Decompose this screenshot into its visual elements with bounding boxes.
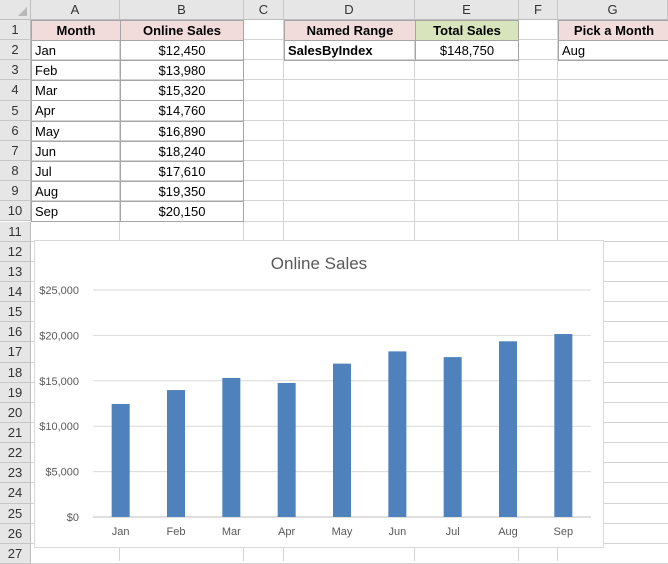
x-tick-label: Jun <box>388 526 406 538</box>
row-header-15[interactable]: 15 <box>0 302 31 323</box>
row-gridline <box>31 79 668 81</box>
chart-title: Online Sales <box>271 254 367 273</box>
row-gridline <box>31 180 668 182</box>
row-header-8[interactable]: 8 <box>0 161 31 182</box>
row-header-16[interactable]: 16 <box>0 322 31 343</box>
month-cell[interactable]: Jul <box>31 160 121 183</box>
row-header-12[interactable]: 12 <box>0 241 31 262</box>
row-header-7[interactable]: 7 <box>0 140 31 162</box>
month-cell[interactable]: Mar <box>31 80 121 102</box>
month-cell[interactable]: Sep <box>31 201 121 223</box>
y-tick-label: $10,000 <box>39 421 79 433</box>
total-sales-cell[interactable]: $148,750 <box>415 40 519 61</box>
online-sales-cell[interactable]: $17,610 <box>120 160 244 183</box>
column-header-a[interactable]: A <box>31 0 120 20</box>
bar-aug[interactable] <box>499 341 517 517</box>
row-header-23[interactable]: 23 <box>0 463 31 484</box>
row-header-25[interactable]: 25 <box>0 503 31 524</box>
x-tick-label: Apr <box>278 526 295 538</box>
row-header-5[interactable]: 5 <box>0 100 31 121</box>
month-cell[interactable]: May <box>31 120 121 142</box>
row-header-19[interactable]: 19 <box>0 382 31 403</box>
online-sales-cell[interactable]: $16,890 <box>120 120 244 142</box>
y-tick-label: $20,000 <box>39 330 79 342</box>
bar-may[interactable] <box>333 363 351 517</box>
month-cell[interactable]: Jan <box>31 40 121 62</box>
bar-apr[interactable] <box>277 382 296 517</box>
column-header-g[interactable]: G <box>558 0 668 20</box>
month-cell[interactable]: Feb <box>31 60 121 82</box>
row-header-22[interactable]: 22 <box>0 443 31 464</box>
online-sales-cell[interactable]: $19,350 <box>120 181 244 203</box>
month-cell[interactable]: Apr <box>31 100 121 122</box>
select-all-corner[interactable] <box>0 0 31 20</box>
online-sales-cell[interactable]: $20,150 <box>120 201 244 223</box>
row-header-1[interactable]: 1 <box>0 20 31 41</box>
bar-jul[interactable] <box>443 357 462 517</box>
row-header-26[interactable]: 26 <box>0 523 31 544</box>
row-header-11[interactable]: 11 <box>0 221 31 242</box>
x-tick-label: Mar <box>222 526 241 538</box>
online-sales-cell[interactable]: $18,240 <box>120 140 244 162</box>
column-header-e[interactable]: E <box>415 0 519 20</box>
x-tick-label: Aug <box>498 526 518 538</box>
y-tick-label: $25,000 <box>39 285 79 297</box>
column-header-c[interactable]: C <box>244 0 284 20</box>
column-header-d[interactable]: D <box>284 0 415 20</box>
bar-jun[interactable] <box>388 351 407 517</box>
row-header-3[interactable]: 3 <box>0 60 31 81</box>
x-tick-label: Sep <box>554 526 574 538</box>
x-tick-label: Jan <box>112 526 130 538</box>
named-range-name-cell[interactable]: SalesByIndex <box>284 40 416 61</box>
row-header-24[interactable]: 24 <box>0 483 31 504</box>
header-month[interactable]: Month <box>31 20 121 41</box>
row-gridline <box>31 99 668 101</box>
month-cell[interactable]: Jun <box>31 140 121 162</box>
row-header-21[interactable]: 21 <box>0 423 31 444</box>
bar-feb[interactable] <box>167 390 185 517</box>
row-header-9[interactable]: 9 <box>0 181 31 202</box>
pick-month-cell[interactable]: Aug <box>558 40 668 61</box>
x-tick-label: Feb <box>167 526 186 538</box>
row-header-4[interactable]: 4 <box>0 80 31 101</box>
row-header-10[interactable]: 10 <box>0 201 31 222</box>
row-header-14[interactable]: 14 <box>0 281 31 303</box>
online-sales-cell[interactable]: $15,320 <box>120 80 244 102</box>
bar-jan[interactable] <box>111 403 130 517</box>
header-named-range[interactable]: Named Range <box>284 20 416 41</box>
row-gridline <box>31 139 668 141</box>
row-gridline <box>31 160 668 162</box>
row-header-2[interactable]: 2 <box>0 40 31 61</box>
online-sales-cell[interactable]: $13,980 <box>120 60 244 82</box>
online-sales-cell[interactable]: $14,760 <box>120 100 244 122</box>
column-header-b[interactable]: B <box>120 0 244 20</box>
row-gridline <box>31 200 668 202</box>
bar-sep[interactable] <box>554 334 573 517</box>
y-tick-label: $15,000 <box>39 376 79 388</box>
bar-mar[interactable] <box>222 377 241 517</box>
x-tick-label: May <box>332 526 353 538</box>
header-online-sales[interactable]: Online Sales <box>120 20 244 41</box>
y-tick-label: $5,000 <box>45 467 79 479</box>
y-tick-label: $0 <box>67 512 79 524</box>
row-header-20[interactable]: 20 <box>0 402 31 423</box>
x-tick-label: Jul <box>446 526 460 538</box>
month-cell[interactable]: Aug <box>31 181 121 203</box>
online-sales-chart[interactable]: Online Sales $0 $5,000 $10,000 $15,000 $20,00… <box>34 240 604 548</box>
row-gridline <box>31 119 668 121</box>
row-header-17[interactable]: 17 <box>0 342 31 363</box>
row-header-6[interactable]: 6 <box>0 120 31 141</box>
row-header-18[interactable]: 18 <box>0 362 31 383</box>
row-gridline <box>31 59 668 61</box>
chart-canvas: Online Sales $0 $5,000 $10,000 $15,000 $20,00… <box>39 254 591 538</box>
header-pick-a-month[interactable]: Pick a Month <box>558 20 668 41</box>
online-sales-cell[interactable]: $12,450 <box>120 40 244 62</box>
row-gridline <box>31 220 668 222</box>
row-header-13[interactable]: 13 <box>0 261 31 282</box>
column-header-f[interactable]: F <box>519 0 558 20</box>
header-total-sales[interactable]: Total Sales <box>415 20 519 41</box>
